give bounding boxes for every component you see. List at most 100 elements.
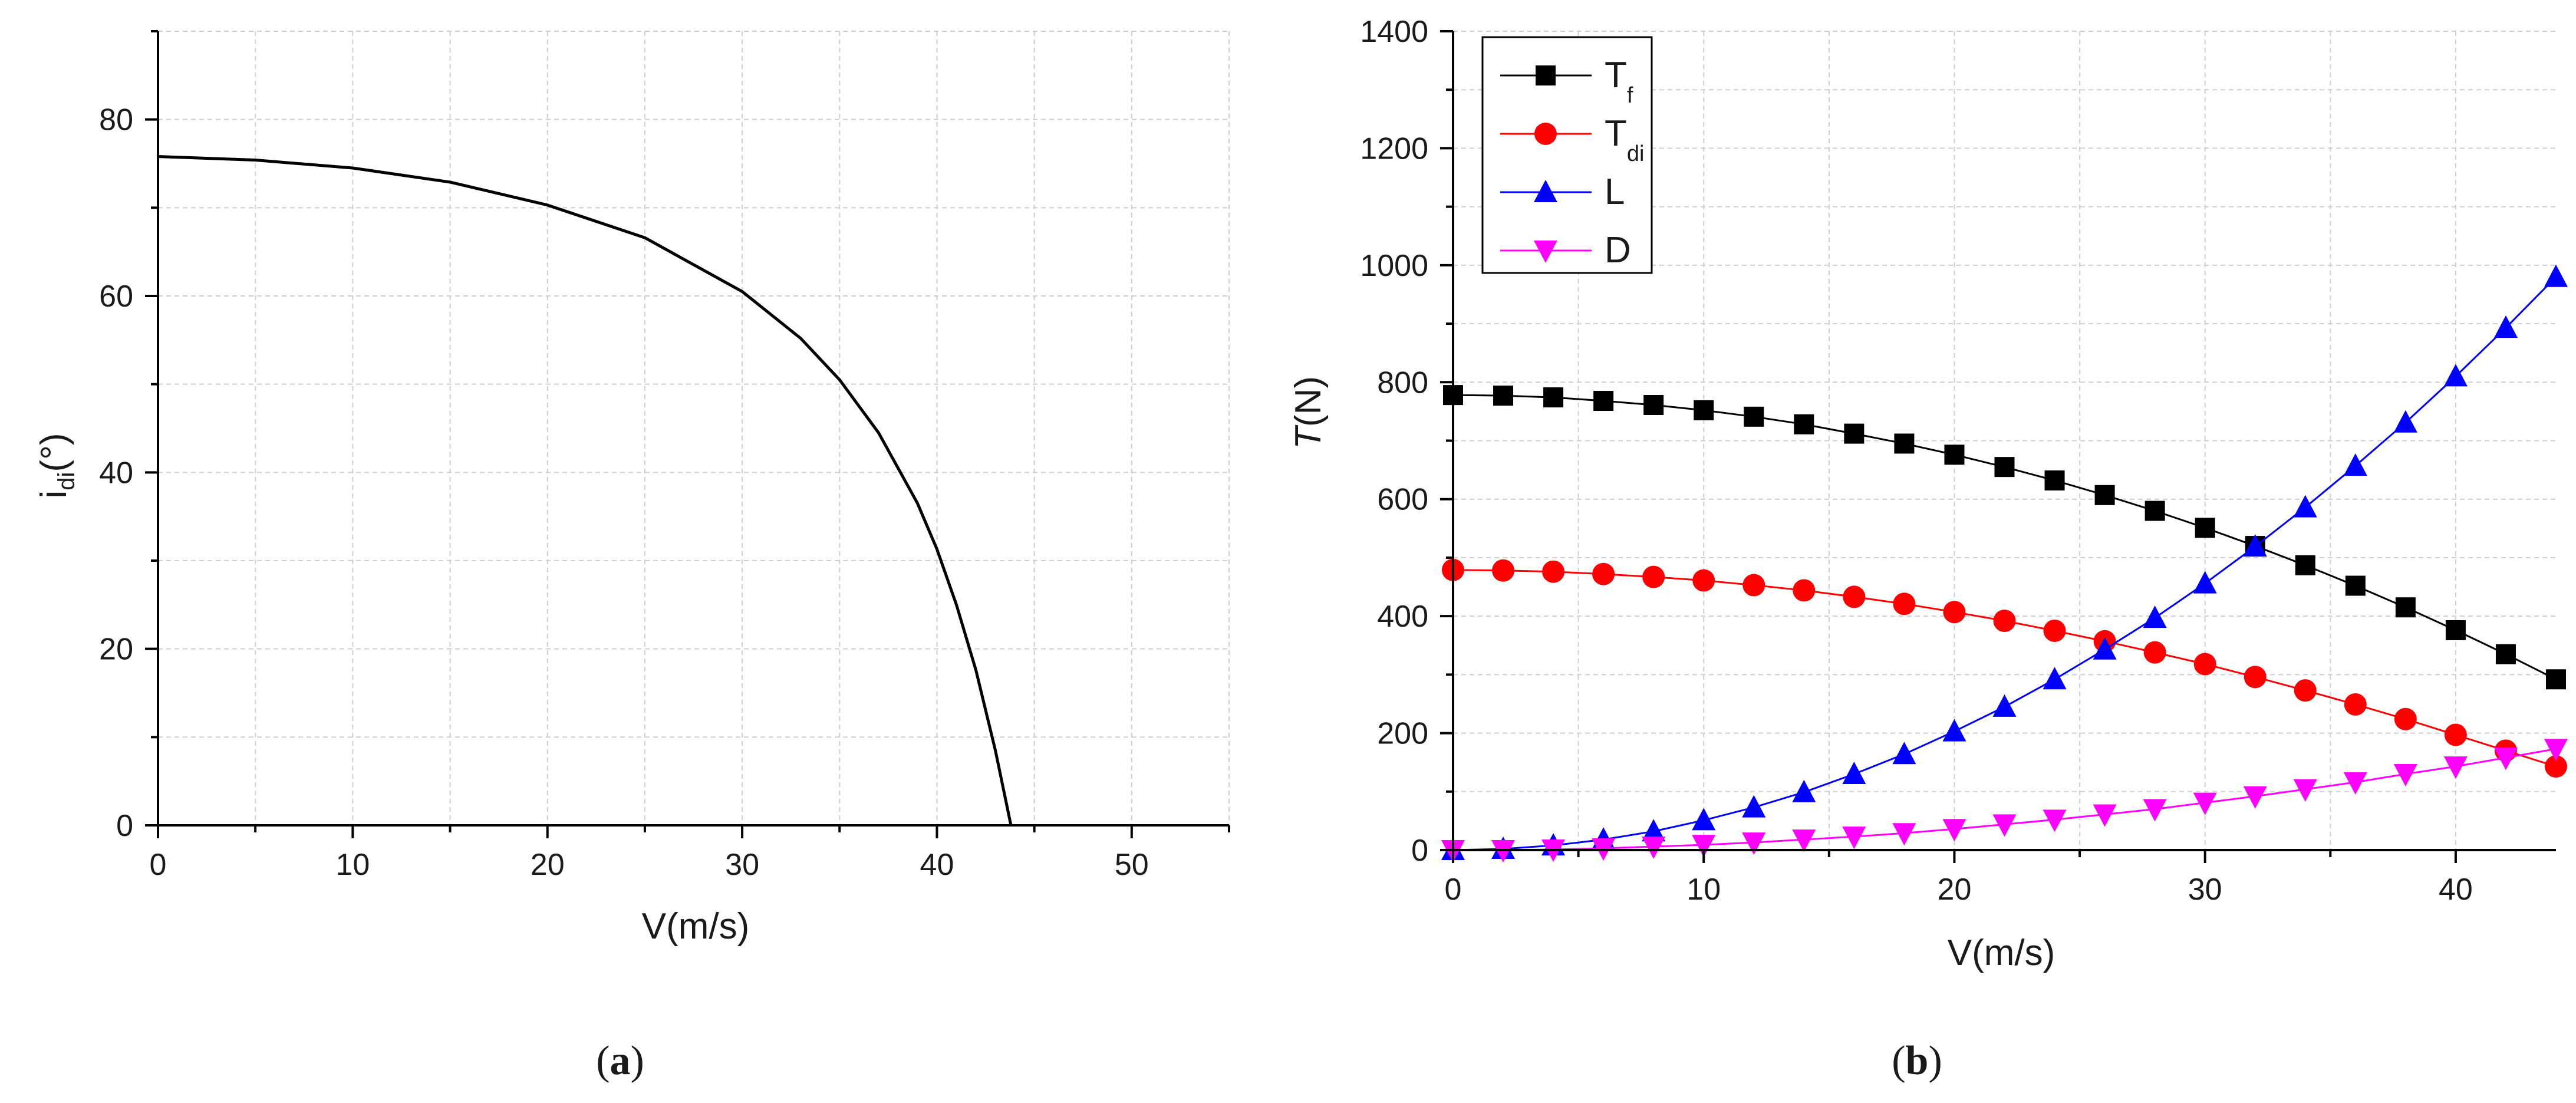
series-line-l <box>1452 276 2557 851</box>
y-tick-label: 40 <box>99 456 133 490</box>
y-axis-title-a-unit: (°) <box>34 433 74 472</box>
legend-label-sub: f <box>1627 83 1633 108</box>
x-tick-label: 10 <box>335 848 370 882</box>
data-point-d <box>1692 835 1716 858</box>
data-point-tf <box>1694 400 1714 420</box>
legend-label-sub: di <box>1627 141 1645 166</box>
legend-item-tdi: Tdi <box>1500 113 1644 166</box>
data-point-l <box>1792 779 1816 802</box>
data-point-tdi <box>1592 562 1615 585</box>
data-point-tdi <box>2444 723 2467 746</box>
data-point-l <box>1742 795 1766 818</box>
data-point-tf <box>2546 669 2566 690</box>
data-point-tf <box>1894 433 1915 454</box>
data-point-tdi <box>2394 707 2417 730</box>
series-layer-b <box>1441 264 2568 862</box>
data-point-tf <box>1543 387 1564 408</box>
data-point-tdi <box>2193 653 2216 676</box>
series-line-tf <box>1452 394 2557 680</box>
y-tick-label: 80 <box>99 103 133 137</box>
data-point-l <box>2443 364 2468 387</box>
series-line-tdi <box>1452 569 2557 768</box>
caption-b: (b) <box>1892 1038 1942 1084</box>
data-point-tf <box>1944 445 1965 465</box>
data-point-l <box>1892 742 1916 765</box>
data-point-d <box>2043 809 2067 832</box>
data-point-tf <box>1794 414 1814 434</box>
data-point-tf <box>2395 597 2416 618</box>
data-point-tf <box>1844 423 1865 444</box>
data-point-d <box>1992 814 2017 837</box>
x-tick-label: 0 <box>150 848 167 882</box>
data-point-tf <box>2445 620 2466 640</box>
data-point-l <box>2493 315 2518 338</box>
data-point-d <box>1642 837 1666 860</box>
data-point-tf <box>2094 485 2115 505</box>
data-point-tf <box>1994 457 2015 478</box>
data-point-l <box>2243 534 2267 557</box>
caption-a-letter: a <box>610 1038 631 1084</box>
y-tick-label: 0 <box>1411 834 1428 868</box>
x-axis-title-a: V(m/s) <box>642 906 750 947</box>
caption-b-letter: b <box>1906 1038 1929 1084</box>
data-point-tf <box>2495 644 2516 664</box>
legend-label-main: T <box>1605 55 1627 96</box>
data-point-tdi <box>1893 592 1916 615</box>
caption-b-close: ) <box>1928 1038 1942 1084</box>
y-tick-label: 0 <box>116 809 133 843</box>
legend-label-tdi: Tdi <box>1605 113 1644 166</box>
data-point-d <box>2544 739 2568 762</box>
data-point-tdi <box>2344 693 2367 716</box>
data-point-tf <box>2145 501 2165 521</box>
legend-marker-l <box>1534 180 1557 202</box>
legend-item-tf: Tf <box>1500 55 1633 108</box>
caption-a-close: ) <box>631 1038 644 1084</box>
caption-a-open: ( <box>596 1038 610 1084</box>
x-tick-label: 20 <box>1938 872 1972 907</box>
data-point-tdi <box>1692 569 1715 592</box>
x-tick-label: 30 <box>2188 872 2222 907</box>
data-point-tdi <box>1943 601 1966 624</box>
x-tick-label: 20 <box>531 848 565 882</box>
axes-b <box>1440 30 2556 863</box>
data-point-l <box>1842 762 1866 785</box>
data-point-tdi <box>1742 574 1765 597</box>
data-point-d <box>1742 832 1766 855</box>
x-tick-label: 50 <box>1115 848 1149 882</box>
data-point-d <box>2143 799 2167 822</box>
data-point-tdi <box>2043 619 2066 642</box>
y-axis-title-b-main: T <box>1288 424 1329 449</box>
data-point-d <box>2443 756 2468 779</box>
y-tick-label: 20 <box>99 633 133 667</box>
data-point-d <box>1792 829 1816 852</box>
data-point-l <box>1992 694 2017 717</box>
chart-panel-a: 0 10 20 30 40 50 0 20 40 60 80 V(m/s) idi(°) (a) <box>34 30 1230 1084</box>
caption-a: (a) <box>596 1038 644 1084</box>
data-point-l <box>1692 808 1716 831</box>
legend-label-main: D <box>1605 230 1631 271</box>
y-tick-label: 600 <box>1377 483 1428 517</box>
data-point-l <box>2043 667 2067 690</box>
y-tick-label: 1200 <box>1360 131 1428 166</box>
data-point-tf <box>2044 470 2065 490</box>
data-point-tf <box>2195 518 2215 538</box>
legend-label-main: L <box>1605 172 1625 212</box>
data-point-l <box>2393 410 2417 433</box>
data-point-tf <box>2345 575 2366 596</box>
tick-labels-a: 0 10 20 30 40 50 0 20 40 60 80 <box>99 103 1149 882</box>
legend-item-d: D <box>1500 230 1631 271</box>
legend-marker-d <box>1534 241 1557 263</box>
x-tick-label: 40 <box>920 848 954 882</box>
data-point-tf <box>2295 555 2315 575</box>
data-point-d <box>2343 772 2367 795</box>
data-point-tf <box>1643 394 1664 415</box>
data-point-d <box>2293 779 2317 802</box>
y-tick-label: 200 <box>1377 717 1428 751</box>
data-point-l <box>2193 571 2217 594</box>
y-tick-label: 800 <box>1377 366 1428 400</box>
legend-marker-tf <box>1536 65 1556 85</box>
data-point-d <box>1892 823 1916 846</box>
